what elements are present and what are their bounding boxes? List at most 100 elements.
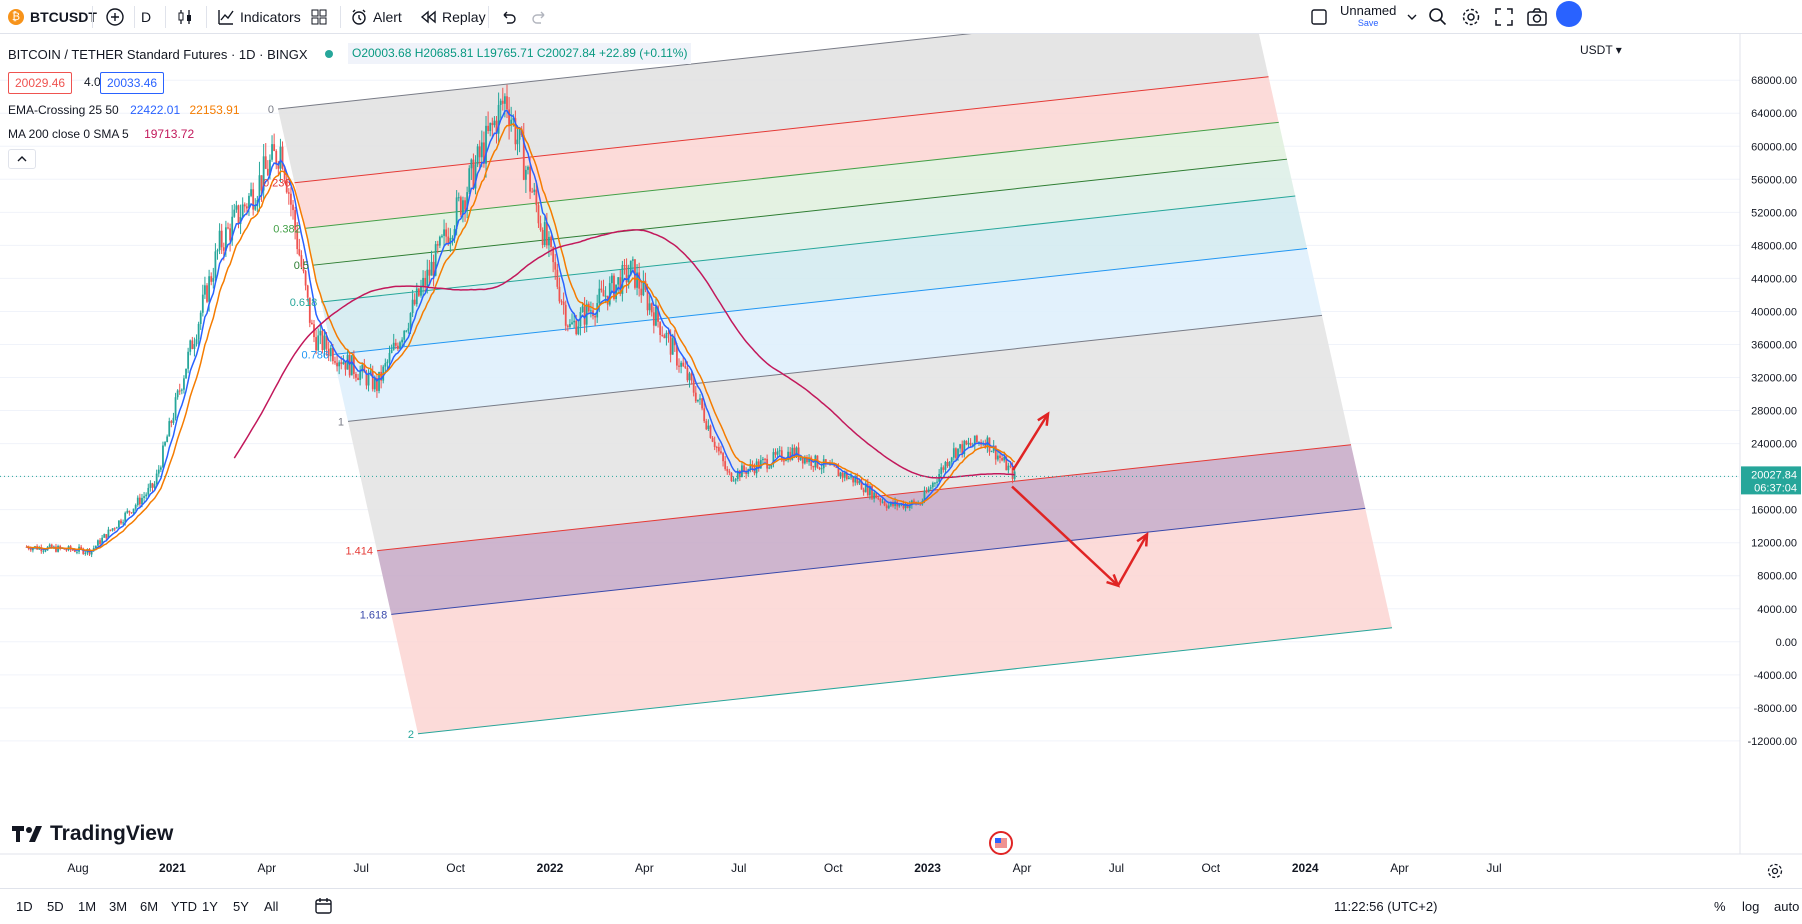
candle-body <box>743 465 745 471</box>
candle-body <box>304 271 307 286</box>
alert-button[interactable]: Alert <box>350 6 402 28</box>
range-button-1d[interactable]: 1D <box>16 899 33 914</box>
drawing-arrows[interactable] <box>1011 411 1149 588</box>
candle-body <box>403 330 406 340</box>
candle-body <box>734 479 737 481</box>
sell-price-box[interactable]: 20029.46 <box>8 72 73 94</box>
fib-band <box>321 196 1308 355</box>
range-button-1y[interactable]: 1Y <box>202 899 218 914</box>
percent-toggle[interactable]: % <box>1714 899 1726 914</box>
range-button-3m[interactable]: 3M <box>109 899 128 914</box>
snapshot-button[interactable] <box>1526 6 1548 28</box>
candle-body <box>713 441 716 447</box>
candle-body <box>562 301 565 305</box>
candle-body <box>858 480 861 484</box>
range-button-ytd[interactable]: YTD <box>171 899 197 914</box>
candle-body <box>300 255 303 267</box>
symbol-search[interactable]: ₿ BTCUSDT <box>8 6 97 28</box>
layout-button[interactable]: Unnamed Save <box>1310 4 1418 28</box>
camera-icon <box>1527 8 1547 26</box>
publish-icon <box>1556 1 1582 27</box>
candle-body <box>957 448 959 458</box>
settings-button[interactable] <box>1461 6 1481 28</box>
candle-body <box>711 437 714 442</box>
candle-body <box>564 304 567 326</box>
fullscreen-button[interactable] <box>1494 6 1514 28</box>
price-axis[interactable]: 68000.00 64000.00 60000.00 56000.00 52000.00… <box>1739 34 1801 854</box>
price-tick-label: 68000.00 <box>1751 75 1797 87</box>
publish-button[interactable] <box>1556 1 1582 27</box>
candle-body <box>172 417 175 423</box>
trend-arrow[interactable] <box>1116 533 1149 587</box>
range-button-5d[interactable]: 5D <box>47 899 64 914</box>
redo-button[interactable] <box>531 6 549 28</box>
candle-body <box>636 272 638 288</box>
candle-body <box>470 159 473 169</box>
range-button-5y[interactable]: 5Y <box>233 899 249 914</box>
candle-body <box>529 166 531 192</box>
candle-body <box>808 457 810 463</box>
candle-body <box>877 498 880 500</box>
range-button-6m[interactable]: 6M <box>140 899 159 914</box>
ask-price: 20033.46 <box>107 76 158 90</box>
candle-body <box>275 151 278 165</box>
candle-body <box>715 446 718 448</box>
symbol-title[interactable]: BITCOIN / TETHER Standard Futures · 1D ·… <box>8 47 339 62</box>
economic-event-icon[interactable] <box>988 830 1014 861</box>
candle-body <box>864 483 867 493</box>
candle-body <box>793 447 796 457</box>
ma-legend[interactable]: MA 200 close 0 SMA 5 19713.72 <box>8 127 194 141</box>
candle-body <box>164 442 166 446</box>
time-axis[interactable]: Aug 2021 Apr Jul Oct 2022 Apr Jul Oct 2023 Apr Jul O… <box>0 853 1802 875</box>
candle-body <box>134 505 137 509</box>
candle-body <box>155 473 158 485</box>
fib-band <box>294 76 1279 229</box>
range-button-1m[interactable]: 1M <box>78 899 97 914</box>
currency-label: USDT <box>1580 43 1613 57</box>
compare-button[interactable] <box>106 6 124 28</box>
candle-body <box>115 527 118 529</box>
ema-legend[interactable]: EMA-Crossing 25 50 22422.01 22153.91 <box>8 103 240 117</box>
collapse-legend-button[interactable] <box>8 149 36 169</box>
trend-arrow[interactable] <box>1011 413 1050 471</box>
clock[interactable]: 11:22:56 (UTC+2) <box>1334 899 1438 914</box>
indicators-button[interactable]: Indicators <box>217 6 301 28</box>
candle-body <box>281 146 284 169</box>
quick-search-button[interactable] <box>1428 6 1448 28</box>
auto-toggle[interactable]: auto <box>1774 899 1800 914</box>
candle-body <box>441 235 443 237</box>
candle-body <box>730 472 733 482</box>
candle-body <box>965 440 968 445</box>
goto-date-button[interactable] <box>314 897 334 920</box>
range-button-all[interactable]: All <box>264 899 279 914</box>
candle-body <box>550 236 552 248</box>
fib-channel[interactable] <box>277 34 1393 735</box>
log-toggle[interactable]: log <box>1742 899 1760 914</box>
candle-body <box>331 347 334 362</box>
candle-body <box>806 457 808 463</box>
candle-body <box>220 230 223 248</box>
candle-body <box>871 485 873 499</box>
replay-button[interactable]: Replay <box>419 6 486 28</box>
candle-body <box>50 544 53 549</box>
interval-button[interactable]: D <box>141 6 151 28</box>
candle-body <box>243 204 246 207</box>
candle-body <box>94 545 97 549</box>
templates-button[interactable] <box>310 6 328 28</box>
trend-arrow[interactable] <box>1011 485 1119 587</box>
buy-price-box[interactable]: 20033.46 <box>100 72 165 94</box>
candle-body <box>875 492 878 499</box>
chart-canvas[interactable]: 0 0.236 0.382 0.5 0.618 0.786 1 1.414 1.618 2 680… <box>0 34 1802 888</box>
currency-selector[interactable]: USDT ▾ <box>1580 43 1622 57</box>
ema-fast-value: 22422.01 <box>130 103 181 117</box>
candle-body <box>705 421 708 430</box>
chart-settings-button[interactable] <box>1766 862 1784 885</box>
candle-body <box>510 119 513 126</box>
candle-body <box>468 168 471 193</box>
price-tick-label: 0.00 <box>1776 637 1797 649</box>
candle-body <box>927 488 930 493</box>
candle-body <box>103 534 106 538</box>
candle-body <box>216 250 219 252</box>
chart-type-button[interactable] <box>176 6 194 28</box>
undo-button[interactable] <box>499 6 517 28</box>
